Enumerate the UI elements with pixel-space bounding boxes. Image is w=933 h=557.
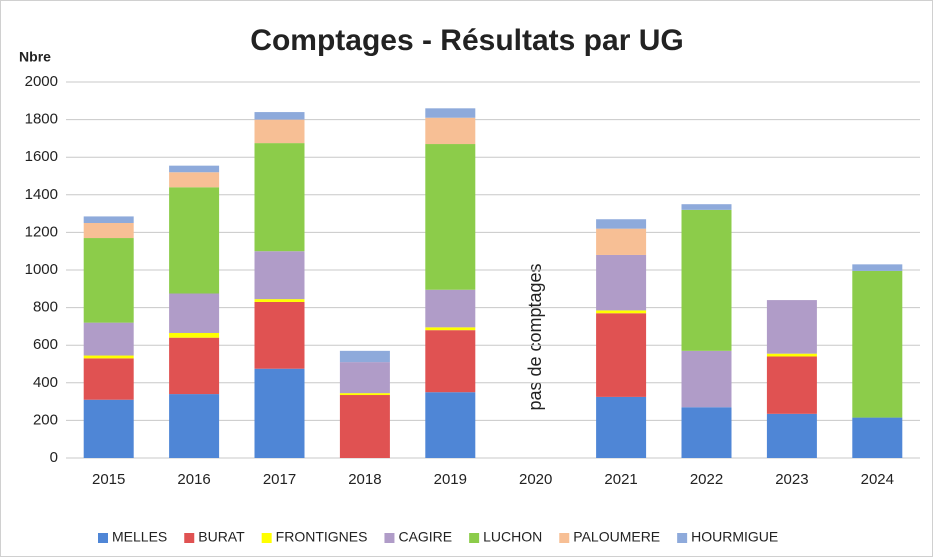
bar-segment (425, 144, 476, 290)
bar-segment (425, 330, 476, 393)
x-tick-label: 2015 (92, 471, 125, 488)
bar-segment (596, 254, 647, 311)
bar-segment (83, 238, 134, 323)
legend-label: MELLES (112, 529, 167, 545)
bar-segment (852, 417, 903, 458)
bar-segment (83, 322, 134, 356)
bar-segment (596, 219, 647, 229)
annotation: pas de comptages (525, 263, 545, 410)
y-tick-label: 200 (33, 411, 58, 428)
bar-segment (852, 270, 903, 418)
bar-segment (83, 355, 134, 359)
y-tick-label: 2000 (25, 73, 58, 90)
legend-label: FRONTIGNES (276, 529, 368, 545)
x-tick-label: 2021 (604, 471, 637, 488)
bar-segment (339, 350, 390, 363)
legend-swatch (559, 533, 570, 543)
bar-segment (681, 209, 732, 351)
legend-label: CAGIRE (398, 529, 452, 545)
bar-segment (169, 172, 220, 188)
bar-segment (425, 117, 476, 145)
bar-segment (169, 332, 220, 338)
y-tick-label: 1000 (25, 261, 58, 278)
chart-title: Comptages - Résultats par UG (250, 24, 683, 57)
bar-segment (425, 108, 476, 118)
bar-segment (681, 350, 732, 408)
bar-segment (169, 187, 220, 294)
bar-segment (425, 289, 476, 328)
legend-swatch (384, 533, 395, 543)
x-tick-label: 2024 (861, 471, 894, 488)
y-tick-label: 1200 (25, 223, 58, 240)
y-axis-label: Nbre (19, 49, 51, 65)
bar-segment (596, 396, 647, 458)
bar-segment (83, 216, 134, 223)
legend-label: LUCHON (483, 529, 542, 545)
bar-segment (169, 293, 220, 333)
bar-segment (596, 228, 647, 255)
bar-segment (681, 407, 732, 458)
y-tick-label: 0 (50, 449, 58, 466)
bar-segment (681, 204, 732, 210)
bar-segment (425, 327, 476, 331)
legend-label: HOURMIGUE (691, 529, 778, 545)
bar-segment (339, 393, 390, 396)
bar-segment (766, 356, 817, 414)
bar-segment (766, 353, 817, 357)
x-tick-label: 2017 (263, 471, 296, 488)
x-tick-label: 2020 (519, 471, 552, 488)
bar-segment (766, 413, 817, 458)
y-tick-label: 1600 (25, 148, 58, 165)
legend-swatch (98, 533, 108, 543)
bar-segment (766, 300, 817, 354)
bar-segment (596, 313, 647, 397)
bar-segment (254, 119, 305, 144)
x-tick-label: 2019 (434, 471, 467, 488)
bar-segment (339, 362, 390, 394)
legend-swatch (469, 533, 480, 543)
y-tick-label: 1400 (25, 186, 58, 203)
bar-segment (254, 143, 305, 252)
bar-segment (852, 264, 903, 271)
y-tick-label: 600 (33, 336, 58, 353)
bar-segment (169, 165, 220, 173)
bar-segment (169, 394, 220, 458)
y-tick-label: 1800 (25, 111, 58, 128)
y-tick-label: 800 (33, 299, 58, 316)
bar-segment (339, 395, 390, 458)
legend-label: PALOUMERE (573, 529, 660, 545)
bar-segment (254, 112, 305, 120)
legend-swatch (677, 533, 688, 543)
bar-segment (83, 223, 134, 239)
x-tick-label: 2018 (348, 471, 381, 488)
bar-segment (254, 251, 305, 300)
bar-segment (596, 310, 647, 314)
bar-segment (83, 358, 134, 400)
bar-segment (425, 392, 476, 458)
x-tick-label: 2022 (690, 471, 723, 488)
legend-swatch (261, 533, 272, 543)
legend-label: BURAT (198, 529, 245, 545)
bar-segment (254, 301, 305, 369)
bar-segment (254, 368, 305, 458)
y-tick-label: 400 (33, 374, 58, 391)
x-tick-label: 2023 (775, 471, 808, 488)
bar-segment (83, 399, 134, 458)
bar-segment (169, 337, 220, 395)
bar-segment (254, 299, 305, 302)
legend-swatch (184, 533, 195, 543)
x-tick-label: 2016 (177, 471, 210, 488)
